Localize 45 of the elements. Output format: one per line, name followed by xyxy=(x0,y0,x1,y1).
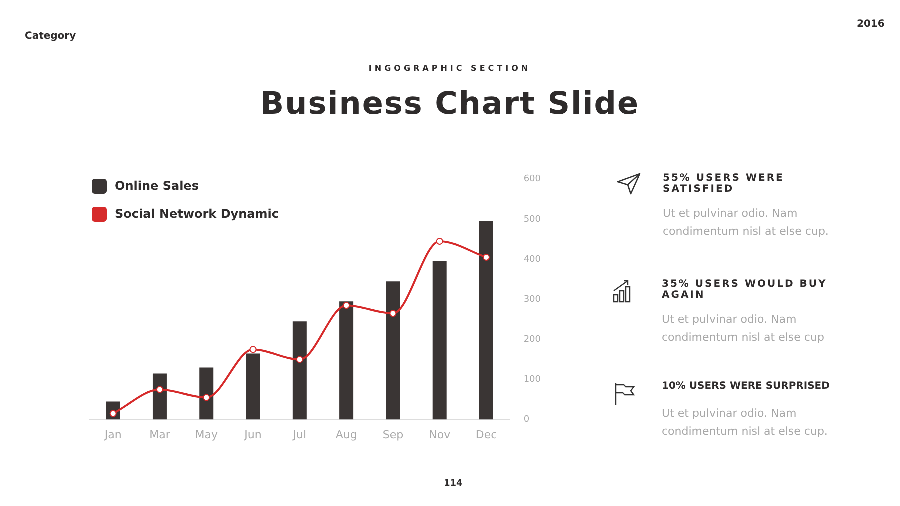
chart-title: Business Chart Slide xyxy=(260,86,640,122)
y-tick-label: 0 xyxy=(524,415,530,426)
point xyxy=(203,394,210,402)
bar xyxy=(340,302,354,420)
text: 2016 xyxy=(857,19,885,30)
point xyxy=(390,310,397,318)
chart-subtitle: INGOGRAPHIC SECTION xyxy=(368,64,532,73)
legend-label: Social Network Dynamic xyxy=(114,206,279,223)
x-tick-label: Dec xyxy=(476,428,498,442)
x-tick-label: Aug xyxy=(336,428,358,442)
point xyxy=(436,238,444,246)
point xyxy=(250,346,257,354)
x-tick-label: Jan xyxy=(104,428,122,442)
text: Ut et pulvinar odio. Nam condimentum nisl at else cup. xyxy=(662,406,829,440)
y-tick-label: 300 xyxy=(524,294,542,305)
text: 114 xyxy=(444,479,463,489)
y-tick-label: 600 xyxy=(524,174,542,185)
y-tick-label: 100 xyxy=(524,375,542,386)
x-tick-label: Mar xyxy=(150,428,171,442)
x-tick-label: Jun xyxy=(244,428,262,442)
text: 10% USERS WERE SURPRISED xyxy=(662,381,831,392)
bar xyxy=(152,374,167,420)
bar xyxy=(432,262,447,420)
x-tick-label: May xyxy=(195,428,218,442)
bar xyxy=(292,322,307,420)
point xyxy=(296,356,304,364)
point xyxy=(483,254,490,262)
point xyxy=(156,386,164,394)
y-tick-label: 200 xyxy=(524,335,542,346)
point xyxy=(343,302,350,310)
x-tick-label: Nov xyxy=(429,428,452,442)
x-tick-label: Sep xyxy=(382,428,404,442)
bar xyxy=(200,368,214,420)
text: Category xyxy=(25,31,76,42)
text: Ut et pulvinar odio. Nam condimentum nisl at else cup. xyxy=(663,206,830,240)
text: 35% USERS WOULD BUY AGAIN xyxy=(662,279,828,301)
legend-label: Online Sales xyxy=(114,178,200,195)
x-tick-label: Jul xyxy=(292,428,307,442)
y-tick-label: 400 xyxy=(524,254,542,265)
bar xyxy=(386,282,400,420)
bar xyxy=(480,221,494,420)
text: 55% USERS WERE SATISFIED xyxy=(663,173,786,195)
y-tick-label: 500 xyxy=(524,214,542,225)
text: Ut et pulvinar odio. Nam condimentum nisl at else cup xyxy=(662,312,826,346)
bar xyxy=(246,354,260,420)
